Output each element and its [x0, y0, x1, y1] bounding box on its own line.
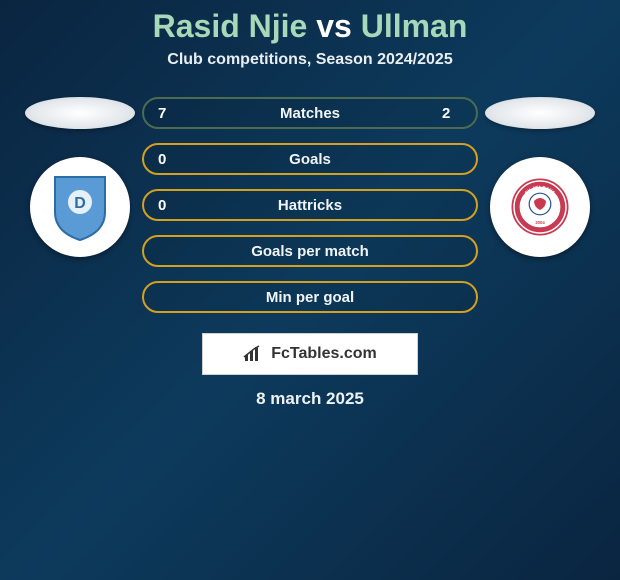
date-label: 8 march 2025: [256, 389, 364, 409]
bar-chart-icon: [243, 345, 265, 363]
daugava-shield-icon: D: [50, 172, 110, 242]
stat-label: Min per goal: [178, 289, 442, 306]
brand-box[interactable]: FcTables.com: [202, 333, 418, 375]
comparison-card: Rasid Njie vs Ullman Club competitions, …: [0, 0, 620, 409]
stat-bar-matches: 7 Matches 2: [142, 97, 478, 129]
stat-bar-goals: 0 Goals: [142, 143, 478, 175]
player1-avatar-placeholder: [25, 97, 135, 129]
stat-label: Hattricks: [178, 197, 442, 214]
stat-left-value: 0: [158, 151, 178, 168]
stat-label: Goals: [178, 151, 442, 168]
main-row: D 7 Matches 2 0 Goals 0 Hattricks: [0, 97, 620, 409]
player2-avatar-placeholder: [485, 97, 595, 129]
stat-right-value: 2: [442, 105, 462, 122]
player1-name: Rasid Njie: [153, 8, 308, 44]
svg-text:2004: 2004: [535, 220, 545, 225]
vs-label: vs: [316, 8, 352, 44]
stat-left-value: 0: [158, 197, 178, 214]
player2-name: Ullman: [361, 8, 468, 44]
svg-text:D: D: [74, 195, 86, 212]
page-title: Rasid Njie vs Ullman: [153, 8, 468, 45]
stats-column: 7 Matches 2 0 Goals 0 Hattricks Goals pe…: [140, 97, 480, 409]
stat-label: Matches: [178, 105, 442, 122]
stat-label: Goals per match: [178, 243, 442, 260]
stat-bar-mpg: Min per goal: [142, 281, 478, 313]
fk-jelgava-badge-icon: 2004 FK JELGAVA: [510, 172, 570, 242]
stat-bar-hattricks: 0 Hattricks: [142, 189, 478, 221]
club-logo-left: D: [30, 157, 130, 257]
club-logo-right: 2004 FK JELGAVA: [490, 157, 590, 257]
left-column: D: [20, 97, 140, 257]
right-column: 2004 FK JELGAVA: [480, 97, 600, 257]
subtitle: Club competitions, Season 2024/2025: [167, 51, 452, 69]
brand-label: FcTables.com: [271, 345, 377, 363]
stat-left-value: 7: [158, 105, 178, 122]
stat-bar-gpm: Goals per match: [142, 235, 478, 267]
